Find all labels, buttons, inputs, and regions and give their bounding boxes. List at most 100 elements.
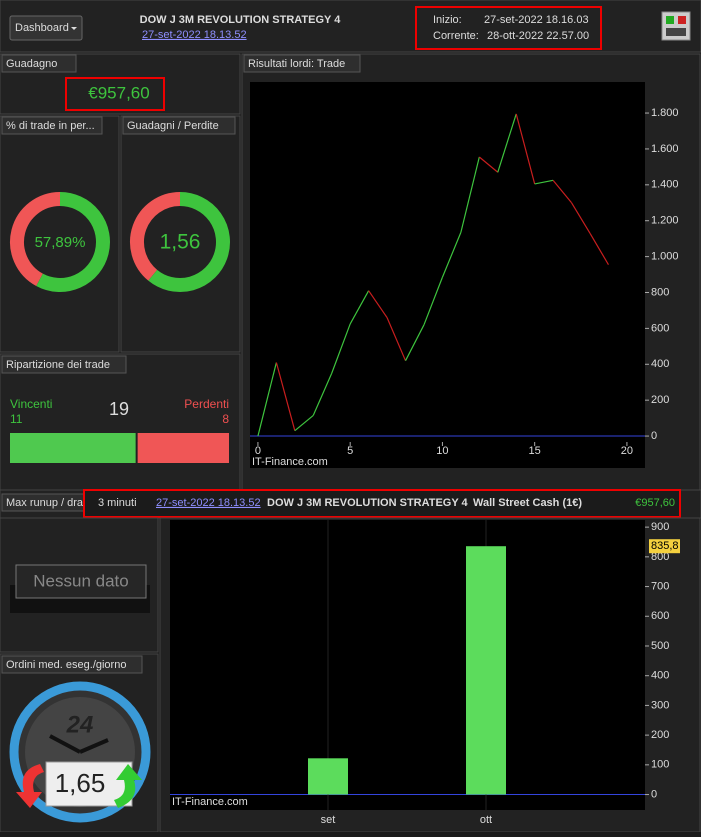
donut-share [148, 192, 230, 292]
gauge-hands [49, 734, 109, 754]
line-segment [460, 156, 480, 233]
line-segment [404, 324, 425, 361]
up-arrow [114, 764, 142, 808]
donut-rest [130, 192, 181, 281]
strategy: DOW J 3M REVOLUTION STRATEGY 4 [267, 497, 469, 509]
y-tick-label: 700 [651, 580, 669, 592]
y-tick-label: 0 [651, 788, 657, 800]
panel-title: Guadagno [6, 58, 57, 70]
highlight-box [415, 6, 602, 50]
panel-title: % di trade in per... [6, 120, 95, 132]
header [0, 0, 701, 53]
title: DOW J 3M REVOLUTION STRATEGY 4 [140, 14, 342, 26]
empty-box [15, 564, 147, 599]
bar [308, 758, 348, 795]
button-label: Dashboard [15, 22, 69, 34]
plot-area [250, 82, 645, 468]
winners-label: Vincenti [10, 397, 52, 411]
panel-header [1, 355, 127, 374]
x-tick-label: set [321, 814, 336, 826]
highlight-box [65, 77, 165, 111]
y-tick-label: 800 [651, 286, 669, 298]
date-link[interactable]: 27-set-2022 18.13.52 [142, 29, 247, 41]
line-segment [294, 414, 314, 432]
panel-header [1, 116, 103, 135]
line-segment [257, 362, 277, 437]
donut-label: 1,56 [160, 231, 201, 254]
line-segment [552, 179, 573, 204]
settings-icon[interactable] [661, 11, 691, 41]
value-label: 835,8 [651, 540, 679, 552]
trades-panel [0, 353, 241, 491]
winners: 11 [10, 412, 23, 426]
losers-label: Perdenti [184, 397, 229, 411]
current-label: Corrente: [433, 30, 479, 42]
y-tick-label: 400 [651, 670, 669, 682]
panel-title: Risultati lordi: Trade [248, 58, 345, 70]
x-tick-label: 20 [621, 445, 633, 457]
gauge-label: 24 [66, 711, 94, 738]
start: 27-set-2022 18.16.03 [484, 14, 589, 26]
line-segment [275, 362, 296, 431]
line-segment [478, 156, 499, 173]
plot-area [170, 520, 645, 810]
y-tick-label: 900 [651, 521, 669, 533]
x-tick-label: 0 [255, 445, 261, 457]
y-tick-label: 1.200 [651, 215, 679, 227]
panel-header [1, 54, 77, 73]
dashboard-button[interactable] [9, 15, 83, 41]
y-tick-label: 300 [651, 699, 669, 711]
watermark: IT-Finance.com [172, 796, 248, 808]
gain-value: €957,60 [88, 83, 149, 102]
highlight-box [83, 489, 681, 518]
empty-label: Nessun dato [33, 571, 128, 590]
instrument: Wall Street Cash (1€) [473, 497, 582, 509]
line-segment [386, 317, 407, 361]
start-label: Inizio: [433, 14, 462, 26]
x-tick-label: 15 [529, 445, 541, 457]
donut-label: 57,89% [35, 234, 86, 251]
y-tick-label: 400 [651, 358, 669, 370]
line-segment [571, 202, 591, 234]
y-tick-label: 200 [651, 729, 669, 741]
bar [466, 546, 506, 795]
gauge-value: 1,65 [55, 768, 106, 798]
line-segment [349, 290, 370, 325]
info-gain: €957,60 [635, 497, 675, 509]
line-segment [312, 373, 333, 416]
line-segment [441, 232, 462, 278]
date-link[interactable]: 27-set-2022 18.13.52 [156, 497, 261, 509]
y-tick-label: 0 [651, 430, 657, 442]
line-segment [534, 179, 554, 185]
panel-header [243, 54, 361, 73]
y-tick-label: 100 [651, 759, 669, 771]
y-tick-label: 600 [651, 610, 669, 622]
y-tick-label: 200 [651, 394, 669, 406]
donut-rest [10, 192, 61, 286]
line-segment [589, 232, 609, 265]
total: 19 [109, 399, 129, 419]
y-tick-label: 500 [651, 640, 669, 652]
losers: 8 [222, 412, 229, 426]
dropdown-arrow [71, 27, 77, 30]
panel-header [1, 655, 143, 674]
y-tick-label: 1.000 [651, 251, 679, 263]
timeframe: 3 minuti [98, 497, 137, 509]
y-tick-label: 800 [651, 551, 669, 563]
panel-title: Ripartizione dei trade [6, 359, 110, 371]
line-segment [423, 277, 443, 326]
panel-title: Max runup / dra [6, 497, 84, 509]
line-segment [368, 290, 388, 318]
x-tick-label: ott [480, 814, 492, 826]
winners-bar [10, 433, 136, 463]
y-tick-label: 600 [651, 322, 669, 334]
down-arrow [16, 764, 44, 808]
value-tag [649, 539, 680, 554]
panel-title: Guadagni / Perdite [127, 120, 219, 132]
current: 28-ott-2022 22.57.00 [487, 30, 589, 42]
x-tick-label: 5 [347, 445, 353, 457]
y-tick-label: 1.800 [651, 107, 679, 119]
y-tick-label: 1.600 [651, 143, 679, 155]
donut-share [36, 192, 110, 292]
